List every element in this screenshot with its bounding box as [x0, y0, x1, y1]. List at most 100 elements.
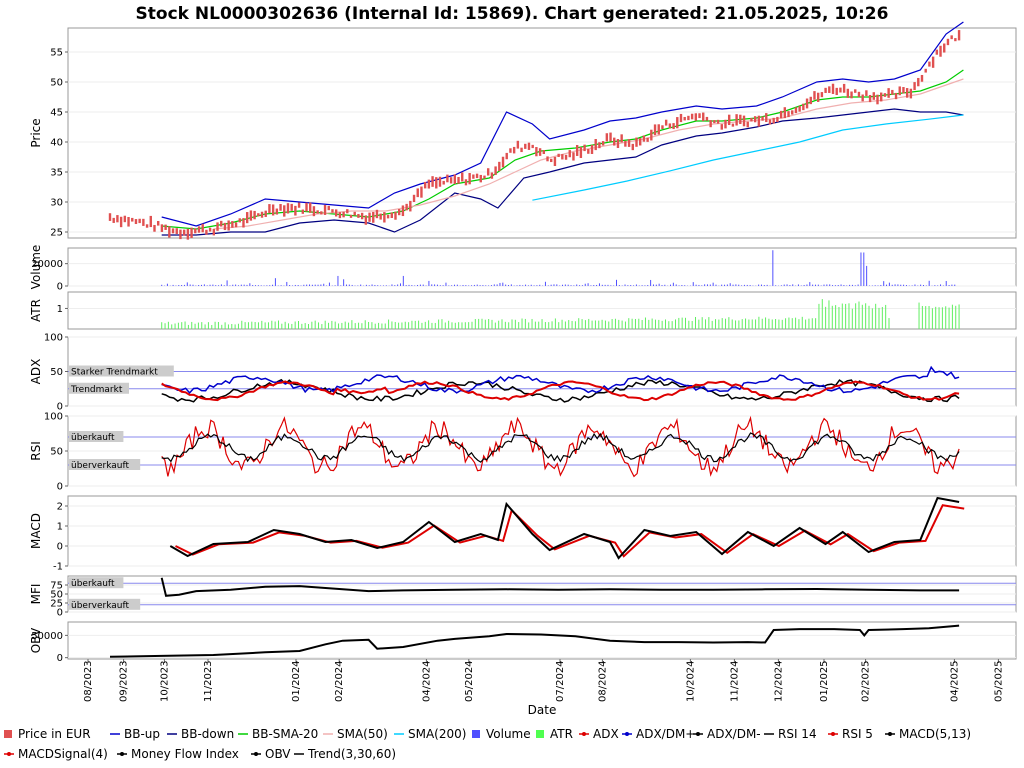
panel-rsi-tick-label: 100 — [44, 412, 63, 423]
price-candle — [883, 93, 887, 97]
price-candle — [690, 113, 694, 120]
price-candle — [564, 154, 568, 160]
price-candle — [153, 224, 156, 232]
legend-item-adx-dm-: ADX/DM+ — [622, 727, 695, 741]
x-tick-label: 01/2024 — [291, 660, 302, 702]
price-candle — [442, 180, 445, 185]
x-tick-label: 04/2025 — [949, 660, 960, 702]
price-candle — [672, 123, 675, 130]
price-candle — [368, 212, 371, 222]
price-candle — [613, 137, 616, 146]
panel-adx-zone-label: Starker Trendmarkt — [71, 368, 158, 378]
panel-obv-tick-label: 50000 — [31, 631, 63, 642]
x-tick-label: 02/2024 — [334, 660, 345, 702]
price-candle — [134, 219, 138, 225]
legend-item-atr: ATR — [536, 727, 573, 741]
price-candle — [550, 158, 553, 163]
legend-swatch-dot — [582, 732, 586, 736]
price-candle — [164, 224, 167, 230]
price-candle — [353, 211, 356, 216]
x-tick-label: 10/2023 — [159, 660, 170, 702]
legend-label: Price in EUR — [18, 727, 91, 741]
legend-item-macd-5-13-: MACD(5,13) — [885, 727, 971, 741]
panel-obv-ylabel: OBV — [29, 627, 43, 653]
price-candle — [876, 94, 879, 105]
legend-swatch — [472, 730, 480, 738]
price-series-sma-200- — [532, 114, 964, 201]
price-candle — [260, 211, 264, 218]
x-tick-label: 08/2024 — [597, 660, 608, 702]
x-tick-label: 05/2024 — [464, 660, 475, 702]
price-candle — [338, 212, 342, 219]
panel-rsi-zone-label: überkauft — [71, 433, 115, 443]
legend-item-trend-3-30-60-: Trend(3,30,60) — [294, 747, 396, 761]
price-candle — [294, 205, 297, 216]
legend-swatch-dot — [7, 752, 11, 756]
price-candle — [312, 206, 316, 217]
price-candle — [828, 86, 831, 93]
panel-adx-zone-box — [69, 365, 174, 377]
legend-item-volume: Volume — [472, 727, 531, 741]
price-candle — [679, 113, 683, 123]
price-candle — [438, 176, 442, 187]
panel-macd-frame — [67, 495, 1017, 567]
panel-price: 25 30 35 40 45 50 55 Price — [29, 21, 1017, 240]
price-candle — [891, 89, 894, 95]
rsi5-line — [161, 415, 960, 478]
price-candle — [205, 229, 208, 235]
volume-bars — [161, 250, 956, 286]
price-candle — [490, 172, 494, 179]
price-candle — [872, 92, 875, 100]
x-tick-label: 11/2023 — [203, 660, 214, 702]
price-series-bb-up — [161, 21, 964, 227]
price-candle — [524, 143, 527, 149]
price-candle — [776, 116, 779, 123]
legend-item-adx-dm-: ADX/DM- — [693, 727, 761, 741]
price-candle — [119, 216, 123, 228]
obv-line — [109, 624, 960, 658]
price-candle — [509, 148, 512, 153]
price-candle — [627, 139, 631, 147]
price-candle — [831, 83, 835, 94]
legend-swatch-dot — [696, 732, 700, 736]
panel-rsi-ylabel: RSI — [29, 441, 43, 461]
price-candle — [431, 176, 434, 187]
price-candle — [609, 132, 612, 142]
legend-label: ATR — [550, 727, 573, 741]
panel-mfi-zone-label: überkauft — [71, 579, 115, 589]
price-candle — [887, 88, 890, 98]
price-candle — [520, 147, 523, 153]
price-candle — [702, 112, 705, 122]
price-series-bb-down — [161, 108, 964, 236]
price-candle — [805, 98, 809, 109]
price-candle — [902, 87, 905, 94]
price-candle — [253, 210, 256, 220]
price-candle — [271, 204, 275, 216]
price-candle — [494, 166, 497, 175]
price-candle — [160, 224, 164, 232]
price-candle — [772, 117, 775, 124]
legend-label: RSI 5 — [842, 727, 873, 741]
price-candle — [583, 144, 586, 152]
price-candle — [279, 204, 282, 211]
panel-adx-tick-label: 0 — [57, 402, 63, 413]
price-candle — [264, 210, 267, 217]
price-candle — [868, 94, 872, 103]
price-candle — [813, 91, 816, 100]
panel-rsi: 0 50 100 RSI überkauft überverkauft — [29, 412, 1017, 493]
panel-rsi-zone-box — [69, 459, 141, 470]
price-candle — [861, 94, 864, 102]
price-candle — [112, 217, 115, 223]
x-axis-label: Date — [528, 703, 557, 717]
price-candle — [568, 150, 571, 158]
price-candle — [724, 119, 727, 129]
price-candle — [390, 212, 393, 219]
price-candle — [920, 74, 924, 82]
price-candle — [364, 215, 368, 225]
price-candle — [238, 218, 241, 223]
price-candle — [779, 110, 783, 119]
price-candle — [880, 92, 883, 102]
